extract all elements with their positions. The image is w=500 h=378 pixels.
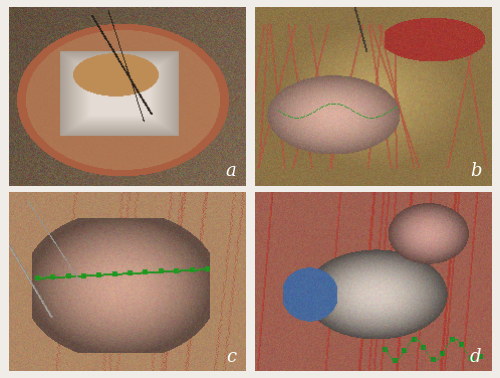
Text: b: b — [470, 162, 482, 180]
Text: c: c — [226, 348, 236, 366]
Text: a: a — [226, 162, 236, 180]
Text: d: d — [470, 348, 482, 366]
